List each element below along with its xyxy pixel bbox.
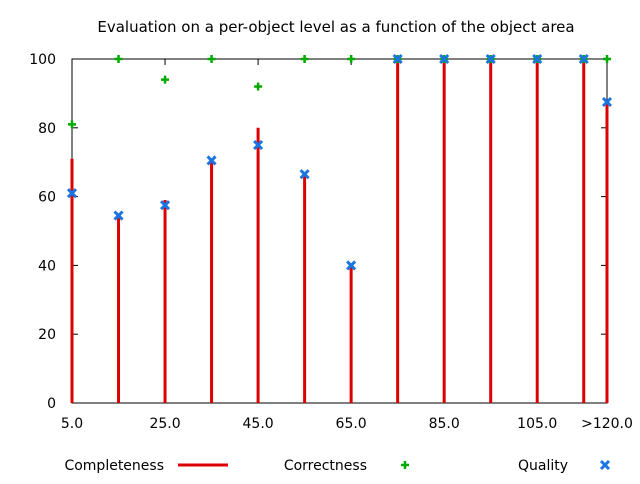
- quality-point-d2: [159, 200, 171, 211]
- legend-label-completeness: Completeness: [64, 458, 164, 474]
- marks: [66, 53, 613, 403]
- quality-point-d2: [392, 53, 403, 65]
- legend-label-correctness: Correctness: [284, 458, 367, 474]
- quality-point-d2: [346, 260, 357, 271]
- legend: Completeness Correctness Quality: [64, 458, 611, 474]
- quality-point-d2: [532, 53, 543, 65]
- legend-swatch-correctness: [401, 461, 409, 469]
- x-tick-label: 25.0: [149, 416, 180, 432]
- correctness-point: [300, 55, 309, 63]
- x-tick-label: 85.0: [429, 416, 460, 432]
- quality-point: [253, 139, 264, 151]
- correctness-point: [114, 55, 123, 63]
- quality-point: [299, 169, 310, 180]
- correctness-point: [254, 82, 263, 91]
- correctness-point: [347, 55, 356, 63]
- quality-point: [206, 155, 217, 166]
- y-tick-label: 20: [38, 327, 56, 343]
- x-tick-label: 105.0: [517, 416, 557, 432]
- y-tick-label: 60: [38, 190, 56, 206]
- quality-point-d2: [253, 139, 264, 151]
- x-tick-label: 5.0: [61, 416, 83, 432]
- quality-point: [532, 53, 543, 65]
- x-tick-label: 45.0: [243, 416, 274, 432]
- quality-point: [392, 53, 403, 65]
- correctness-point: [161, 75, 170, 84]
- quality-point-d2: [206, 155, 217, 166]
- quality-point: [578, 53, 589, 65]
- correctness-point: [68, 120, 76, 129]
- quality-point-d2: [578, 53, 589, 65]
- legend-label-quality: Quality: [518, 458, 568, 474]
- x-tick-label: >120.0: [581, 416, 633, 432]
- quality-point: [601, 96, 613, 108]
- y-tick-label: 80: [38, 121, 56, 137]
- quality-point-d2: [299, 169, 310, 180]
- quality-point: [439, 53, 450, 65]
- legend-swatch-quality: [599, 459, 611, 471]
- correctness-point: [603, 55, 611, 63]
- quality-point: [113, 210, 124, 221]
- y-tick-label: 100: [29, 52, 56, 68]
- quality-point: [159, 200, 171, 211]
- quality-point-d2: [601, 96, 613, 108]
- legend-swatch-quality-d2: [599, 459, 611, 471]
- y-tick-label: 40: [38, 258, 56, 274]
- quality-point: [346, 260, 357, 271]
- y-tick-label: 0: [47, 396, 56, 412]
- correctness-point: [207, 55, 216, 63]
- quality-point: [485, 53, 496, 65]
- plot-frame: [71, 58, 608, 404]
- quality-point-d2: [113, 210, 124, 221]
- quality-point-d2: [439, 53, 450, 65]
- quality-point: [66, 188, 78, 199]
- quality-point-d2: [66, 188, 78, 199]
- chart-title: Evaluation on a per-object level as a fu…: [97, 18, 574, 36]
- x-tick-label: 65.0: [336, 416, 367, 432]
- quality-point-d2: [485, 53, 496, 65]
